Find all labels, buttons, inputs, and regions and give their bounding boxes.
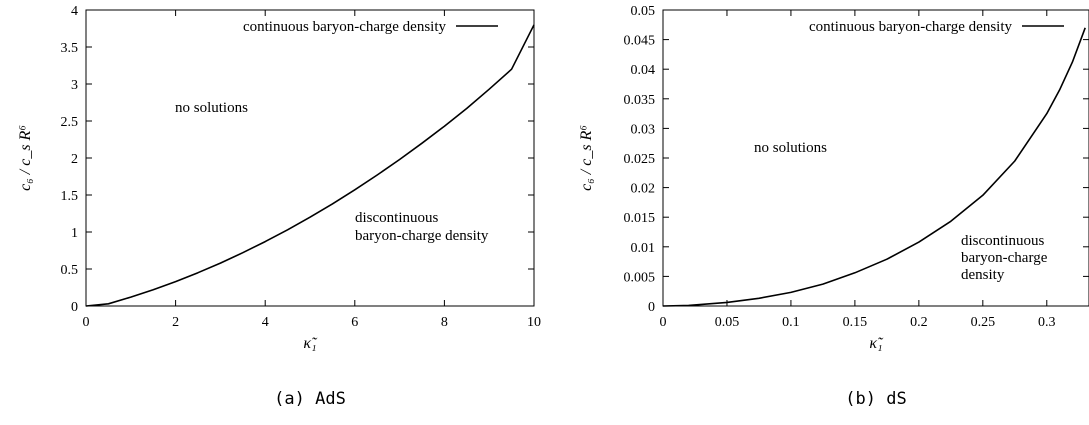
x-tick-label: 0 [83,315,90,330]
legend: continuous baryon-charge density [243,19,498,35]
annotation-text: density [961,267,1005,283]
y-axis-label: c₆ / c_s R⁶ [578,125,595,191]
x-tick-label: 8 [441,315,448,330]
y-tick-label: 3.5 [61,41,79,56]
y-tick-label: 0.005 [624,270,656,285]
x-axis-label: κ̃₁ [869,335,884,352]
annotation-text: discontinuous [355,210,438,226]
y-tick-label: 0 [648,300,655,315]
y-tick-label: 0.03 [631,122,656,137]
y-tick-label: 0.5 [61,263,79,278]
y-tick-label: 2.5 [61,115,79,130]
x-tick-label: 0.25 [971,315,996,330]
y-tick-label: 1 [71,226,78,241]
legend-label: continuous baryon-charge density [243,19,447,35]
x-tick-label: 0.05 [715,315,740,330]
y-tick-label: 2 [71,152,78,167]
annotation-text: no solutions [175,100,248,116]
x-tick-label: 0.3 [1038,315,1056,330]
y-tick-label: 0.025 [624,152,656,167]
series-line [85,24,535,307]
x-tick-label: 0 [660,315,667,330]
panel-0: 0 2 4 6 8 10 0 0.5 1 1.5 2 2.5 3 3.5 4 continuous baryo… [17,4,541,409]
x-axis-label: κ̃₁ [303,335,318,352]
y-tick-label: 0.035 [624,93,656,108]
y-axis-label: c₆ / c_s R⁶ [17,125,34,191]
y-tick-label: 0.02 [631,182,656,197]
y-tick-label: 4 [71,4,78,19]
x-tick-label: 2 [172,315,179,330]
y-tick-label: 0 [71,300,78,315]
x-tick-label: 0.2 [910,315,928,330]
panel-1: 0 0.05 0.1 0.15 0.2 0.25 0.3 0 0.005 0.01 0.015 0.0… [578,4,1089,409]
panel-caption: (a) AdS [274,389,346,409]
legend: continuous baryon-charge density [809,19,1064,35]
x-tick-label: 6 [351,315,358,330]
plot-frame [85,9,535,307]
annotation-text: no solutions [754,140,827,156]
series-line [662,27,1086,307]
x-tick-label: 10 [527,315,541,330]
x-tick-label: 0.15 [843,315,868,330]
y-tick-label: 0.05 [631,4,656,19]
panel-caption: (b) dS [845,389,906,409]
y-tick-label: 3 [71,78,78,93]
y-tick-label: 1.5 [61,189,79,204]
annotation-text: baryon-charge density [355,228,489,244]
x-tick-label: 0.1 [782,315,800,330]
annotation-text: baryon-charge [961,250,1048,266]
y-tick-label: 0.04 [631,63,656,78]
y-tick-label: 0.01 [631,241,656,256]
y-tick-label: 0.015 [624,211,656,226]
legend-label: continuous baryon-charge density [809,19,1013,35]
x-tick-label: 4 [262,315,269,330]
y-tick-label: 0.045 [624,34,656,49]
annotation-text: discontinuous [961,233,1044,249]
